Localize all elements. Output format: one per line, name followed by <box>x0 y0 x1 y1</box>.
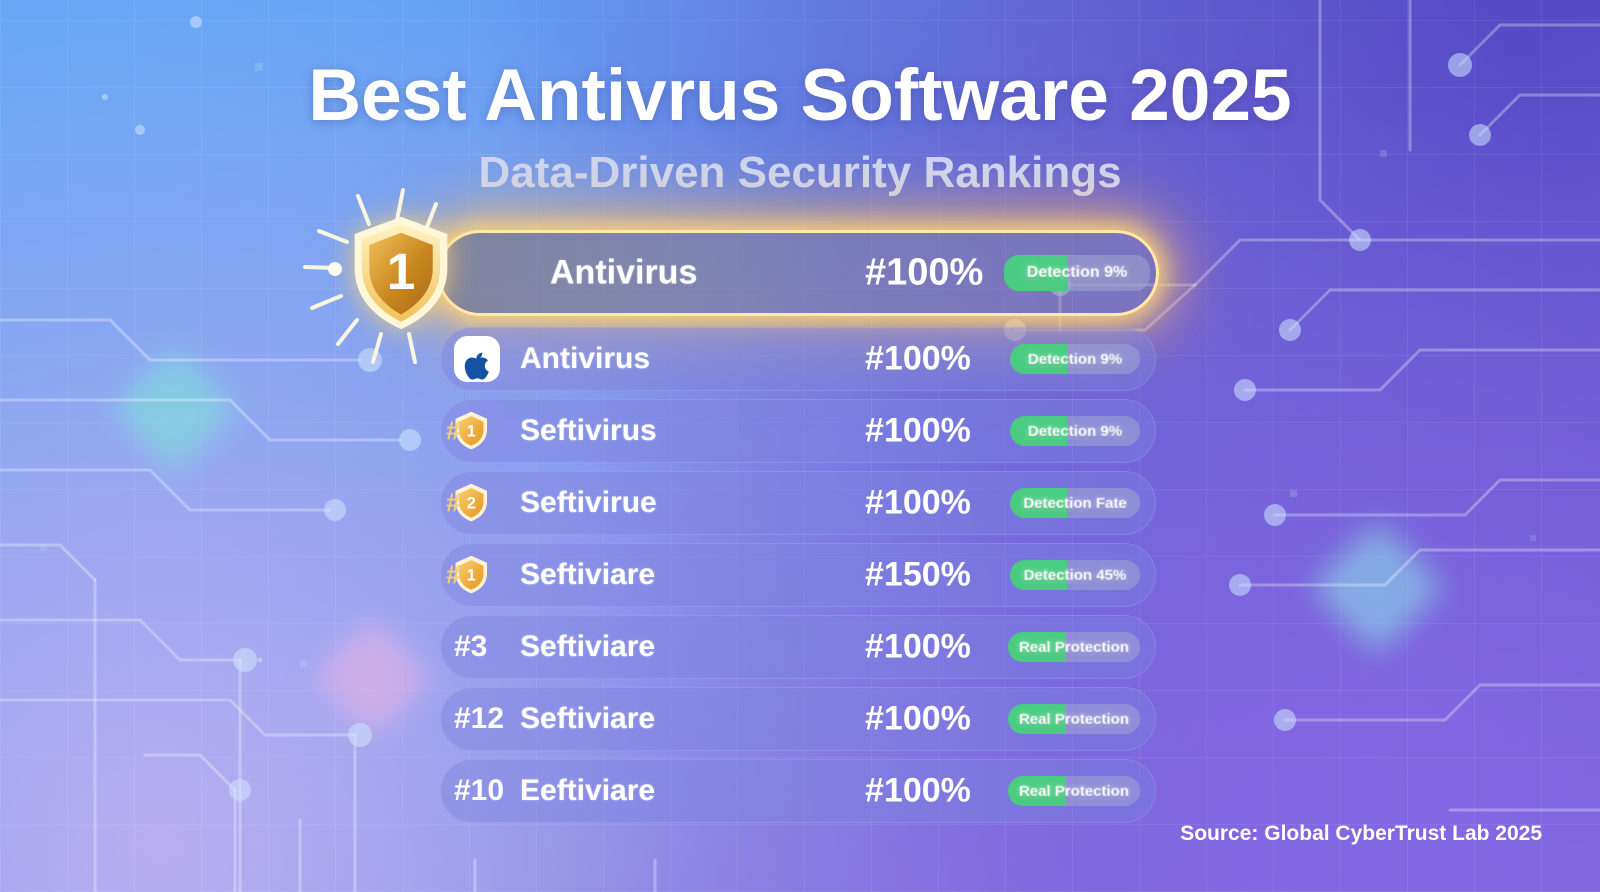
svg-text:2: 2 <box>467 493 476 512</box>
svg-text:1: 1 <box>467 565 476 584</box>
svg-text:1: 1 <box>387 243 416 300</box>
svg-text:1: 1 <box>467 421 476 440</box>
